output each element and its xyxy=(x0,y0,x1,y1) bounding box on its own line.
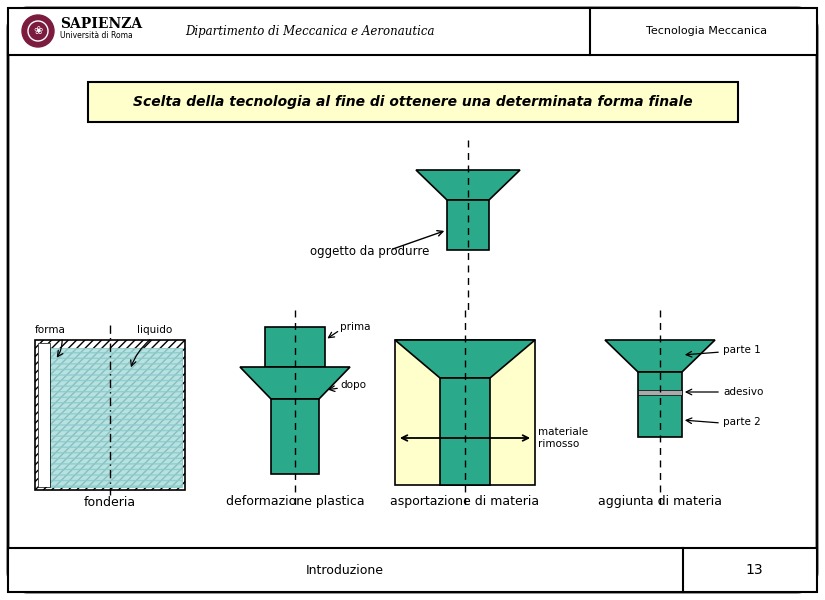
Text: liquido: liquido xyxy=(138,325,172,335)
Text: SAPIENZA: SAPIENZA xyxy=(60,17,142,31)
Text: oggetto da produrre: oggetto da produrre xyxy=(310,245,429,259)
Text: materiale
rimosso: materiale rimosso xyxy=(538,427,588,449)
Text: deformazione plastica: deformazione plastica xyxy=(226,496,365,509)
Bar xyxy=(395,340,535,485)
Text: forma: forma xyxy=(35,325,65,335)
Bar xyxy=(271,399,319,474)
Bar xyxy=(88,82,738,122)
Bar xyxy=(265,327,325,367)
Text: fonderia: fonderia xyxy=(84,496,136,509)
Text: Scelta della tecnologia al fine di ottenere una determinata forma finale: Scelta della tecnologia al fine di otten… xyxy=(133,95,693,109)
Circle shape xyxy=(22,15,54,47)
Bar xyxy=(447,200,489,250)
Bar xyxy=(35,340,185,490)
Text: 13: 13 xyxy=(745,563,763,577)
Text: prima: prima xyxy=(340,322,370,332)
Bar xyxy=(440,378,490,485)
Text: parte 1: parte 1 xyxy=(723,345,761,355)
Bar xyxy=(50,348,182,487)
Bar xyxy=(638,372,682,437)
Bar xyxy=(638,390,682,395)
Bar xyxy=(38,343,50,487)
Text: parte 2: parte 2 xyxy=(723,417,761,427)
Text: dopo: dopo xyxy=(340,380,366,390)
Polygon shape xyxy=(395,340,535,378)
Bar xyxy=(8,8,817,55)
Polygon shape xyxy=(416,170,520,200)
Text: aggiunta di materia: aggiunta di materia xyxy=(598,496,722,509)
Text: Dipartimento di Meccanica e Aeronautica: Dipartimento di Meccanica e Aeronautica xyxy=(186,25,435,37)
Polygon shape xyxy=(240,367,350,399)
Text: asportazione di materia: asportazione di materia xyxy=(390,496,540,509)
Text: Tecnologia Meccanica: Tecnologia Meccanica xyxy=(647,26,767,36)
Text: Introduzione: Introduzione xyxy=(306,563,384,577)
Bar xyxy=(8,548,817,592)
FancyBboxPatch shape xyxy=(8,8,817,592)
Text: adesivo: adesivo xyxy=(723,387,763,397)
Bar xyxy=(38,343,50,487)
Text: Università di Roma: Università di Roma xyxy=(60,31,133,40)
Polygon shape xyxy=(605,340,715,372)
Text: ❀: ❀ xyxy=(33,26,43,36)
